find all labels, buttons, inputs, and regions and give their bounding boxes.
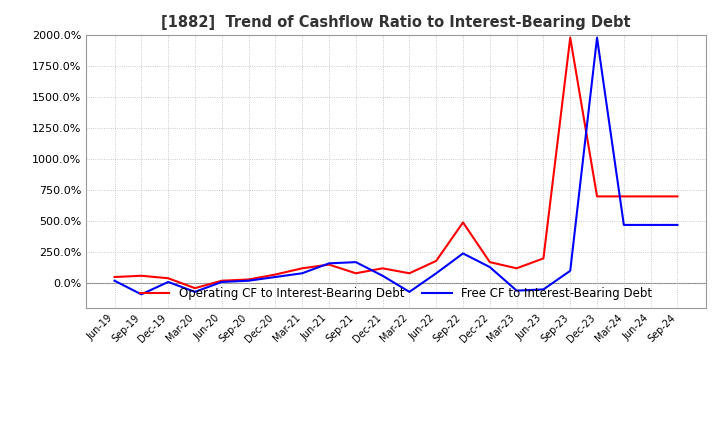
Operating CF to Interest-Bearing Debt — [593, 194, 601, 199]
Free CF to Interest-Bearing Debt — [459, 251, 467, 256]
Free CF to Interest-Bearing Debt — [405, 289, 414, 294]
Operating CF to Interest-Bearing Debt — [378, 266, 387, 271]
Free CF to Interest-Bearing Debt — [513, 288, 521, 293]
Operating CF to Interest-Bearing Debt — [191, 286, 199, 291]
Operating CF to Interest-Bearing Debt — [137, 273, 145, 279]
Operating CF to Interest-Bearing Debt — [110, 275, 119, 280]
Operating CF to Interest-Bearing Debt — [566, 35, 575, 40]
Free CF to Interest-Bearing Debt — [539, 287, 548, 292]
Operating CF to Interest-Bearing Debt — [164, 275, 173, 281]
Legend: Operating CF to Interest-Bearing Debt, Free CF to Interest-Bearing Debt: Operating CF to Interest-Bearing Debt, F… — [135, 282, 657, 305]
Free CF to Interest-Bearing Debt — [566, 268, 575, 273]
Free CF to Interest-Bearing Debt — [271, 275, 279, 280]
Operating CF to Interest-Bearing Debt — [298, 266, 307, 271]
Free CF to Interest-Bearing Debt — [619, 222, 628, 227]
Free CF to Interest-Bearing Debt — [485, 264, 494, 270]
Title: [1882]  Trend of Cashflow Ratio to Interest-Bearing Debt: [1882] Trend of Cashflow Ratio to Intere… — [161, 15, 631, 30]
Free CF to Interest-Bearing Debt — [673, 222, 682, 227]
Free CF to Interest-Bearing Debt — [110, 278, 119, 283]
Operating CF to Interest-Bearing Debt — [619, 194, 628, 199]
Operating CF to Interest-Bearing Debt — [405, 271, 414, 276]
Operating CF to Interest-Bearing Debt — [459, 220, 467, 225]
Line: Free CF to Interest-Bearing Debt: Free CF to Interest-Bearing Debt — [114, 38, 678, 294]
Operating CF to Interest-Bearing Debt — [351, 271, 360, 276]
Operating CF to Interest-Bearing Debt — [539, 256, 548, 261]
Free CF to Interest-Bearing Debt — [351, 260, 360, 265]
Operating CF to Interest-Bearing Debt — [217, 278, 226, 283]
Free CF to Interest-Bearing Debt — [137, 292, 145, 297]
Operating CF to Interest-Bearing Debt — [244, 277, 253, 282]
Free CF to Interest-Bearing Debt — [298, 271, 307, 276]
Free CF to Interest-Bearing Debt — [164, 279, 173, 285]
Operating CF to Interest-Bearing Debt — [485, 260, 494, 265]
Operating CF to Interest-Bearing Debt — [673, 194, 682, 199]
Free CF to Interest-Bearing Debt — [217, 279, 226, 285]
Free CF to Interest-Bearing Debt — [325, 261, 333, 266]
Operating CF to Interest-Bearing Debt — [647, 194, 655, 199]
Free CF to Interest-Bearing Debt — [244, 278, 253, 283]
Free CF to Interest-Bearing Debt — [191, 289, 199, 294]
Operating CF to Interest-Bearing Debt — [325, 262, 333, 267]
Operating CF to Interest-Bearing Debt — [432, 258, 441, 264]
Free CF to Interest-Bearing Debt — [378, 273, 387, 279]
Line: Operating CF to Interest-Bearing Debt: Operating CF to Interest-Bearing Debt — [114, 38, 678, 288]
Free CF to Interest-Bearing Debt — [647, 222, 655, 227]
Free CF to Interest-Bearing Debt — [593, 35, 601, 40]
Free CF to Interest-Bearing Debt — [432, 271, 441, 276]
Operating CF to Interest-Bearing Debt — [271, 272, 279, 277]
Operating CF to Interest-Bearing Debt — [513, 266, 521, 271]
